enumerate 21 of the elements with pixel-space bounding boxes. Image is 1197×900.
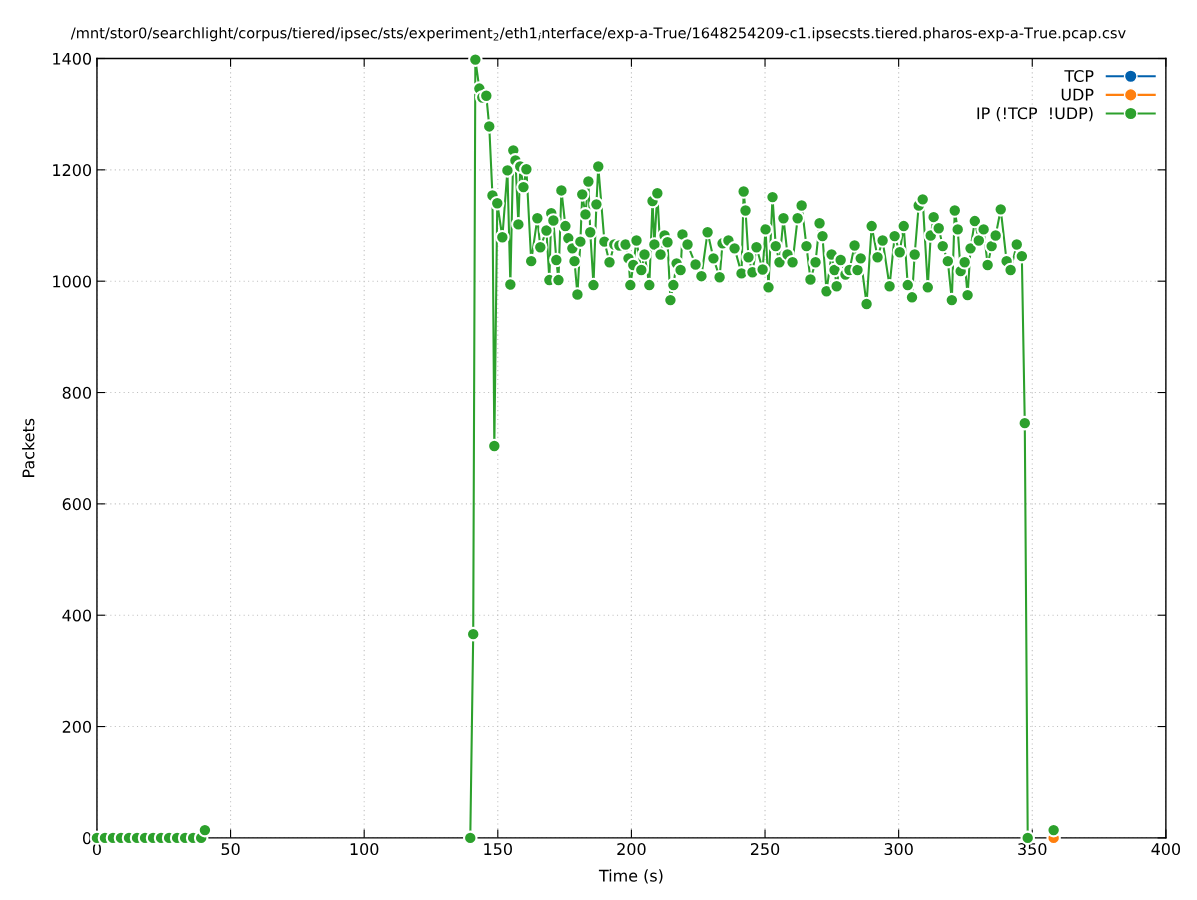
x-tick-label: 300 — [884, 843, 913, 856]
x-tick-label: 350 — [1018, 843, 1047, 856]
y-axis-title: Packets — [22, 418, 35, 477]
x-tick-label: 100 — [350, 843, 379, 856]
y-tick-label: 400 — [62, 609, 92, 622]
y-tick-label: 1200 — [53, 164, 92, 177]
x-tick-label: 150 — [484, 843, 512, 856]
x-tick-label: 250 — [750, 843, 780, 856]
x-axis-title: Time (s) — [598, 869, 663, 884]
chart-title: /mnt/stor0/searchlight/corpus/tiered/ipsec/sts/experiment$_{2}$/eth1$_{i}$nterface/exp-a-True/1648254209-c1.ipsecsts.tiered.pharos-exp-a-True.pcap.csv — [70, 27, 1126, 42]
x-tick-label: 200 — [617, 843, 646, 856]
y-tick-label: 200 — [62, 720, 92, 733]
legend-label: IP (!TCP !UDP) — [977, 107, 1093, 122]
y-tick-label: 600 — [62, 498, 92, 511]
y-tick-label: 1000 — [53, 275, 92, 288]
legend-label: UDP — [1061, 88, 1094, 101]
y-tick-label: 800 — [62, 386, 92, 399]
x-tick-label: 50 — [221, 843, 240, 856]
y-tick-label: 1400 — [53, 52, 92, 65]
legend-label: TCP — [1064, 69, 1094, 83]
x-tick-label: 400 — [1151, 843, 1181, 856]
